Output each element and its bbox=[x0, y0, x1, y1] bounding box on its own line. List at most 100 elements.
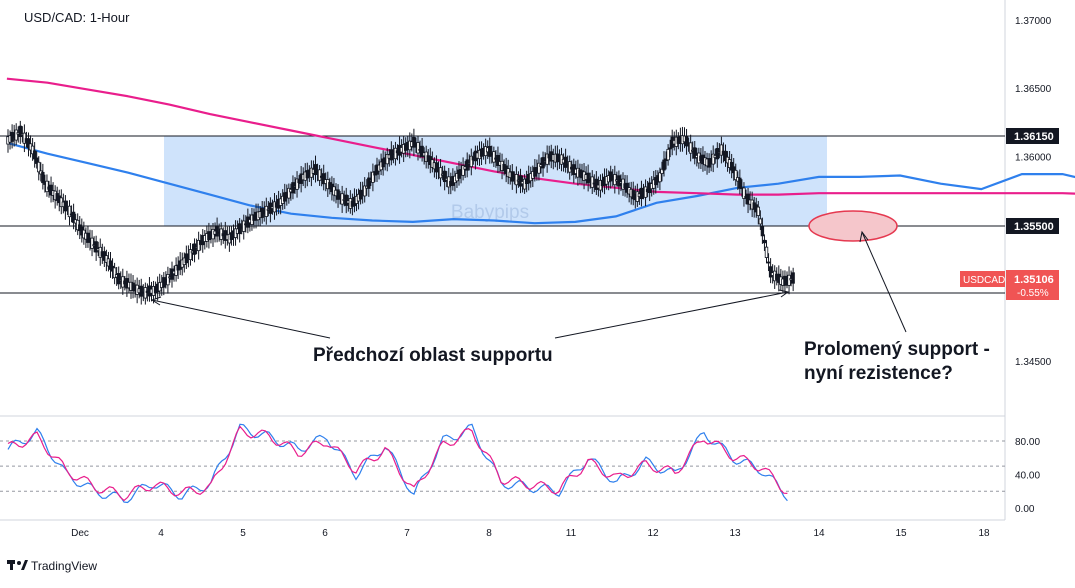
candle-body bbox=[26, 138, 31, 149]
candle-body bbox=[465, 159, 469, 171]
candle-body bbox=[766, 261, 771, 264]
symbol-badge[interactable]: USDCAD bbox=[960, 271, 1005, 287]
candle-body bbox=[492, 151, 496, 163]
candle-body bbox=[30, 145, 35, 155]
candle-body bbox=[196, 240, 201, 252]
ma-line-slow bbox=[6, 77, 1075, 196]
candle-body bbox=[746, 193, 750, 205]
candle-body bbox=[35, 157, 39, 164]
candle-body bbox=[264, 205, 268, 217]
candle-body bbox=[242, 220, 246, 232]
candle-body bbox=[518, 175, 523, 187]
candle-body bbox=[662, 159, 666, 171]
candle-body bbox=[362, 185, 367, 197]
candle-body bbox=[63, 200, 68, 212]
candle-body bbox=[643, 186, 648, 198]
svg-text:-0.55%: -0.55% bbox=[1017, 288, 1049, 299]
candle-body bbox=[416, 142, 420, 154]
candle-body bbox=[541, 157, 545, 169]
candle-body bbox=[317, 169, 322, 181]
candles bbox=[6, 120, 795, 305]
candle-body bbox=[14, 129, 18, 141]
candle-body bbox=[715, 148, 719, 160]
candle-body bbox=[367, 177, 371, 189]
time-tick-label: 18 bbox=[978, 528, 990, 539]
candle-body bbox=[371, 171, 375, 183]
time-tick-label: 4 bbox=[158, 528, 164, 539]
svg-text:USDCAD: USDCAD bbox=[963, 275, 1005, 286]
last-price-badge: 1.35106 -0.55% bbox=[1006, 270, 1059, 300]
candle-body bbox=[32, 150, 37, 160]
stochastic-d-line bbox=[7, 425, 788, 502]
candle-body bbox=[742, 187, 746, 199]
candle-body bbox=[563, 156, 568, 168]
oscillator-tick-label: 0.00 bbox=[1015, 504, 1035, 515]
candle-body bbox=[762, 239, 767, 244]
stochastic-oscillator bbox=[7, 423, 788, 504]
candle-body bbox=[117, 273, 121, 285]
price-tick-label: 1.34500 bbox=[1015, 357, 1052, 368]
candle-body bbox=[791, 272, 795, 284]
candle-body bbox=[385, 153, 389, 165]
candle-body bbox=[723, 150, 728, 162]
candle-body bbox=[734, 169, 738, 181]
candle-body bbox=[393, 147, 398, 160]
moving-averages bbox=[6, 77, 1075, 225]
candle-body bbox=[434, 162, 439, 173]
candle-body bbox=[108, 260, 113, 270]
price-tick-label: 1.36500 bbox=[1015, 84, 1052, 95]
level-mid-badge: 1.35500 bbox=[1006, 218, 1059, 234]
candle-body bbox=[756, 206, 760, 216]
support-arrows bbox=[150, 230, 907, 339]
tradingview-logo[interactable]: TradingView bbox=[7, 559, 97, 573]
candle-body bbox=[67, 205, 72, 218]
candle-body bbox=[188, 249, 193, 261]
resistance-annotation-line1: Prolomený support - bbox=[804, 339, 990, 360]
oscillator-tick-label: 40.00 bbox=[1015, 471, 1040, 482]
candle-body bbox=[94, 241, 98, 253]
level-high-badge: 1.36150 bbox=[1006, 128, 1059, 144]
candle-body bbox=[166, 274, 170, 286]
time-tick-label: 7 bbox=[404, 528, 410, 539]
watermark-text: Babypips bbox=[451, 202, 529, 223]
candle-body bbox=[732, 166, 736, 174]
time-tick-label: 8 bbox=[486, 528, 492, 539]
candle-body bbox=[291, 182, 295, 194]
candle-body bbox=[442, 170, 447, 183]
stochastic-k-line bbox=[7, 423, 788, 504]
candle-body bbox=[461, 165, 465, 176]
candle-body bbox=[336, 189, 340, 200]
candle-body bbox=[666, 148, 670, 161]
candle-body bbox=[688, 142, 693, 154]
candle-body bbox=[340, 193, 344, 205]
svg-text:1.35106: 1.35106 bbox=[1014, 274, 1054, 286]
candle-body bbox=[711, 153, 715, 165]
candle-body bbox=[71, 211, 76, 223]
candle-body bbox=[719, 144, 724, 156]
candle-body bbox=[684, 136, 689, 147]
candle-body bbox=[412, 136, 416, 148]
time-axis: Dec 4 5 6 7 8 11 12 13 14 15 18 bbox=[71, 528, 990, 539]
time-tick-label: 11 bbox=[566, 528, 577, 539]
price-tick-label: 1.37000 bbox=[1015, 16, 1052, 27]
candle-body bbox=[617, 175, 621, 187]
candle-body bbox=[586, 172, 590, 184]
candle-body bbox=[41, 171, 45, 184]
time-tick-label: 6 bbox=[322, 528, 328, 539]
svg-text:1.35500: 1.35500 bbox=[1014, 221, 1054, 233]
resistance-marker bbox=[808, 210, 898, 242]
candle-body bbox=[469, 155, 473, 168]
candle-body bbox=[45, 180, 49, 193]
candle-body bbox=[192, 243, 197, 255]
time-tick-label: Dec bbox=[71, 528, 89, 539]
candle-body bbox=[514, 174, 519, 186]
candle-body bbox=[590, 176, 594, 188]
candle-body bbox=[738, 177, 742, 189]
time-tick-label: 15 bbox=[895, 528, 907, 539]
price-tick-label: 1.36000 bbox=[1015, 152, 1052, 163]
candle-body bbox=[488, 145, 492, 157]
oscillator-tick-label: 80.00 bbox=[1015, 437, 1040, 448]
candle-body bbox=[668, 147, 672, 150]
